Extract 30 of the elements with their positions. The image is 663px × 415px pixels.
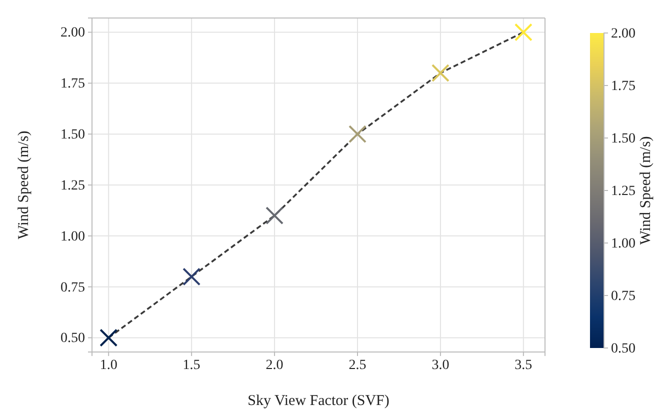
point (514, 23, 532, 42)
color-bar-label: 0.75 (611, 288, 636, 304)
y-tick-label: 2.00 (60, 26, 85, 41)
color-bar-label: 1.75 (611, 78, 636, 94)
y-tick-label: 1.25 (60, 178, 85, 194)
point (100, 328, 118, 347)
color-bar-title: Wind Speed (m/s) (638, 136, 654, 245)
point (431, 64, 450, 82)
x-axis-title: Sky View Factor (SVF) (248, 393, 390, 409)
y-tick-label: 1.00 (60, 229, 85, 244)
x-tick-label: 1.5 (182, 358, 200, 373)
y-axis-title: Wind Speed (m/s) (16, 130, 32, 240)
color-bar-label: 2.00 (611, 26, 636, 42)
x-tick-label: 3.0 (432, 358, 450, 373)
line-series (108, 31, 524, 339)
y-tick-label: 0.50 (60, 331, 85, 346)
x-tick-label: 2.0 (266, 358, 284, 373)
y-tick-label: 0.75 (60, 280, 85, 296)
point (348, 125, 366, 144)
color-bar-label: 1.50 (611, 131, 636, 146)
color-bar-label: 1.00 (611, 236, 636, 252)
y-tick-label: 1.50 (60, 128, 85, 143)
x-tick-label: 3.5 (514, 358, 532, 373)
color-bar-label: 0.50 (611, 341, 636, 356)
y-tick-label: 1.75 (60, 76, 85, 92)
color-bar-label: 1.25 (611, 184, 636, 199)
x-tick-label: 1.0 (100, 358, 118, 373)
point (182, 268, 201, 286)
x-tick-label: 2.5 (348, 358, 366, 373)
point (266, 206, 284, 225)
